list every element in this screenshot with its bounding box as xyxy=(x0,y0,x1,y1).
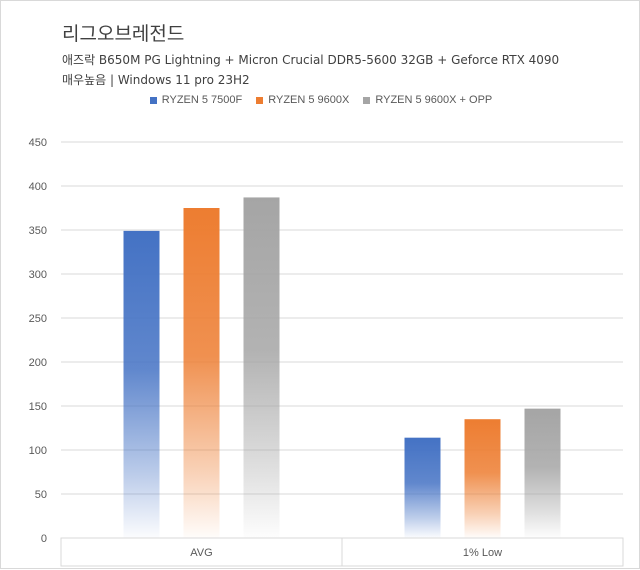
legend-item-series-3: RYZEN 5 9600X + OPP xyxy=(363,94,492,106)
y-tick-label: 0 xyxy=(41,533,47,545)
bar-1low-series-2 xyxy=(464,419,501,538)
y-tick-label: 300 xyxy=(29,269,47,281)
chart-legend: RYZEN 5 7500F RYZEN 5 9600X RYZEN 5 9600… xyxy=(1,94,640,106)
bar-avg-series-2 xyxy=(183,208,220,538)
chart-subtitle-settings: 매우높음 | Windows 11 pro 23H2 xyxy=(62,73,250,87)
x-category-label: AVG xyxy=(190,547,212,559)
y-tick-label: 150 xyxy=(29,401,47,413)
bar-1low-series-3 xyxy=(524,408,561,538)
legend-item-series-2: RYZEN 5 9600X xyxy=(256,94,349,106)
bar-1low-series-1 xyxy=(404,437,441,538)
y-tick-label: 400 xyxy=(29,181,47,193)
y-tick-label: 450 xyxy=(29,137,47,149)
y-tick-label: 250 xyxy=(29,313,47,325)
legend-swatch-series-3 xyxy=(363,96,371,104)
x-category-label: 1% Low xyxy=(463,547,502,559)
legend-label-series-2: RYZEN 5 9600X xyxy=(268,94,350,106)
y-tick-label: 50 xyxy=(35,489,47,501)
y-tick-label: 350 xyxy=(29,225,47,237)
chart-title: 리그오브레전드 xyxy=(62,23,185,45)
legend-swatch-series-2 xyxy=(256,96,264,104)
y-tick-label: 100 xyxy=(29,445,47,457)
legend-swatch-series-1 xyxy=(149,96,157,104)
legend-label-series-1: RYZEN 5 7500F xyxy=(161,94,243,106)
chart-subtitle-system: 애즈락 B650M PG Lightning + Micron Crucial … xyxy=(62,53,560,67)
legend-label-series-3: RYZEN 5 9600X + OPP xyxy=(375,94,493,106)
bar-avg-series-3 xyxy=(243,197,280,538)
legend-item-series-1: RYZEN 5 7500F xyxy=(149,94,243,106)
y-tick-label: 200 xyxy=(29,357,47,369)
bar-avg-series-1 xyxy=(123,230,160,538)
